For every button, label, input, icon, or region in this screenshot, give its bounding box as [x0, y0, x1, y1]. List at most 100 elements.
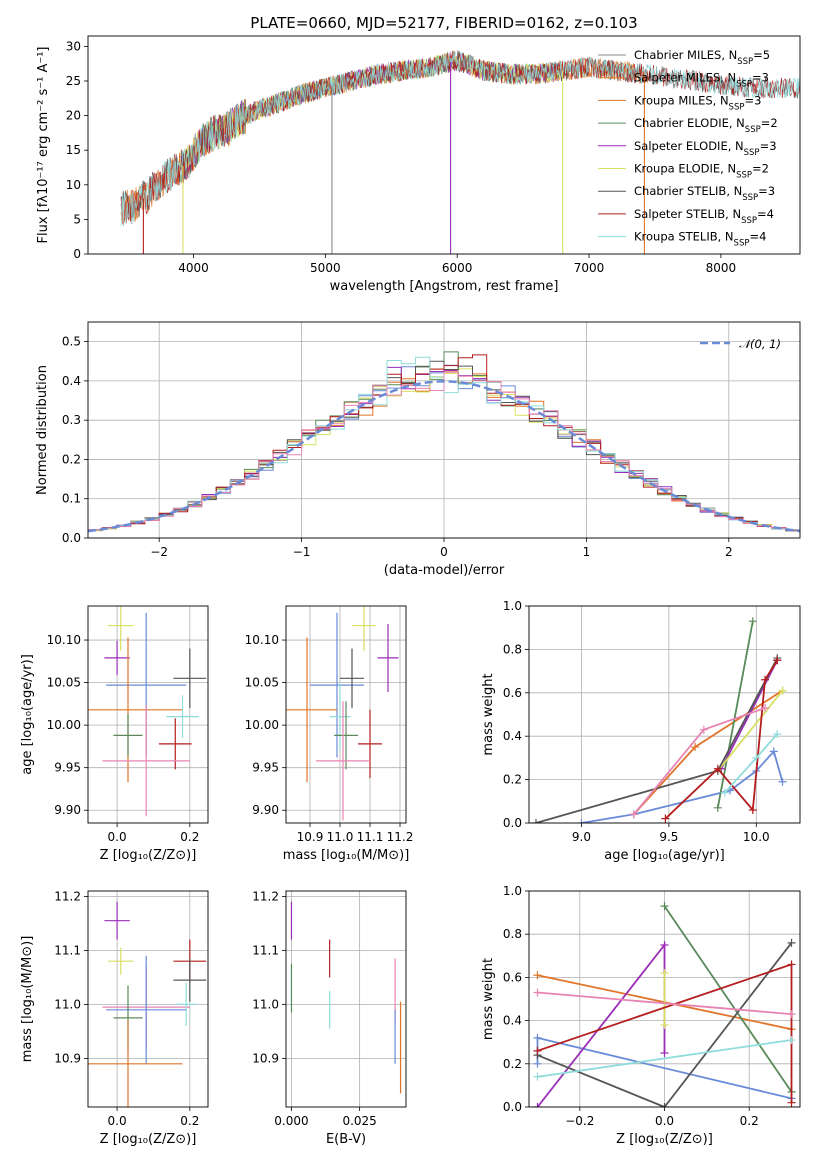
weight-marker — [752, 753, 761, 762]
axes-frame — [285, 890, 407, 1108]
weight-marker — [660, 1049, 669, 1057]
y-tick-label: 0.6 — [503, 970, 522, 984]
y-tick-label: 0.0 — [503, 816, 522, 830]
legend-label-main: Chabrier STELIB, N — [634, 184, 742, 198]
legend-label: Chabrier STELIB, NSSP=3 — [634, 184, 775, 203]
x-tick-label: 1 — [583, 545, 591, 559]
weight-marker — [761, 675, 770, 684]
x-tick-label: 7000 — [574, 261, 605, 275]
weight-marker — [787, 1098, 796, 1107]
legend-label-sub: SSP — [741, 216, 757, 226]
legend-label-main: Chabrier MILES, N — [634, 48, 737, 62]
weight-marker — [660, 969, 669, 978]
y-tick-label: 10.00 — [245, 718, 279, 732]
axes-frame — [528, 890, 801, 1108]
legend-label-tail: =3 — [752, 71, 769, 85]
weight-line — [664, 659, 779, 820]
weight-marker — [699, 725, 708, 734]
weight-marker — [660, 1020, 669, 1029]
legend-label-sub: SSP — [742, 193, 758, 203]
legend-label-main: Salpeter MILES, N — [634, 71, 736, 85]
x-tick-label: 9.0 — [572, 830, 591, 844]
weight-marker — [660, 941, 669, 949]
panel-mass_vs_ebv: 0.000 0.025 10.9 11.0 11.1 11.2 E(B-V) — [252, 889, 407, 1147]
legend-label: Salpeter ELODIE, NSSP=3 — [634, 139, 777, 158]
y-tick-label: 11.0 — [54, 997, 81, 1011]
x-tick-label: −1 — [293, 545, 311, 559]
weight-marker — [533, 988, 542, 997]
x-tick-label: 0.025 — [342, 1114, 376, 1128]
legend-label: Salpeter MILES, NSSP=3 — [634, 71, 769, 90]
weight-marker — [533, 971, 542, 980]
weight-marker — [713, 764, 722, 773]
x-tick-label: 10.0 — [743, 830, 770, 844]
plot-area — [88, 606, 207, 817]
legend-label-sub: SSP — [736, 80, 752, 90]
y-tick-label: 9.90 — [252, 803, 279, 817]
axes-frame — [87, 890, 209, 1108]
weight-marker — [778, 777, 787, 786]
x-tick-label: −0.2 — [565, 1114, 594, 1128]
panel-residuals: −2 −1 0 1 2 0.0 0.1 0.2 0.3 0.4 0.5 (data-model)/er… — [35, 321, 801, 578]
legend-label-tail: =2 — [752, 162, 769, 176]
weight-marker — [787, 1036, 796, 1045]
weight-marker — [577, 819, 586, 823]
axes-frame — [285, 605, 407, 824]
x-axis-label: Z [log₁₀(Z/Z⊙)] — [100, 848, 197, 863]
plot-area — [533, 902, 796, 1107]
x-axis-label: (data-model)/error — [384, 563, 505, 578]
weight-marker — [660, 1103, 669, 1107]
legend-label-main: Kroupa MILES, N — [634, 93, 729, 107]
panel-mass_vs_Z: 0.0 0.2 10.9 11.0 11.1 11.2 Z [log₁₀(Z/Z⊙)] mas… — [20, 889, 209, 1147]
x-tick-label: 0.0 — [108, 1114, 127, 1128]
x-tick-label: 0.0 — [108, 830, 127, 844]
spectrum-line — [120, 50, 800, 224]
y-tick-label: 0.5 — [62, 335, 81, 349]
x-axis-label: E(B-V) — [326, 1132, 366, 1147]
x-tick-label: 0 — [440, 545, 448, 559]
legend-label-tail: =4 — [749, 230, 766, 244]
x-tick-label: 4000 — [178, 261, 209, 275]
weight-marker — [533, 1046, 542, 1055]
weight-line — [537, 1039, 792, 1078]
legend-label: Salpeter STELIB, NSSP=4 — [634, 207, 774, 226]
y-tick-label: 11.0 — [252, 997, 279, 1011]
x-tick-label: −2 — [150, 545, 168, 559]
weight-marker — [533, 1072, 542, 1081]
x-tick-label: 5000 — [310, 261, 341, 275]
panel-spectrum: 4000 5000 6000 7000 8000 0 5 10 15 20 25 30 waveleng… — [36, 35, 801, 294]
legend-label: Chabrier ELODIE, NSSP=2 — [634, 116, 778, 135]
plot-area — [531, 617, 787, 823]
weight-marker — [773, 730, 782, 739]
weight-marker — [629, 810, 638, 819]
weight-line — [536, 942, 666, 1107]
legend-label-sub: SSP — [744, 148, 760, 158]
y-tick-label: 0.8 — [503, 642, 522, 656]
x-tick-label: 0.2 — [740, 1114, 759, 1128]
legend-label-sub: SSP — [745, 125, 761, 135]
legend-label-main: Kroupa STELIB, N — [634, 230, 734, 244]
x-tick-label: 10.9 — [297, 830, 324, 844]
weight-marker — [748, 617, 757, 626]
spectrum-line — [120, 51, 800, 227]
axes-frame — [87, 605, 209, 824]
x-tick-label: 9.5 — [659, 830, 678, 844]
weight-marker — [661, 814, 670, 823]
y-axis-label: age [log₁₀(age/yr)] — [20, 654, 35, 775]
axes-frame — [528, 605, 801, 824]
y-tick-label: 0.0 — [62, 531, 81, 545]
y-tick-label: 11.1 — [54, 943, 81, 957]
weight-marker — [533, 1059, 542, 1068]
panel-age_vs_Z: 0.0 0.2 9.90 9.95 10.00 10.05 10.10 Z [log₁₀(Z/… — [20, 605, 209, 863]
y-tick-label: 30 — [66, 39, 81, 53]
y-tick-label: 10.9 — [54, 1051, 81, 1065]
weight-marker — [533, 1033, 542, 1042]
panel-weight_vs_age: 9.0 9.5 10.0 0.0 0.2 0.4 0.6 0.8 1.0 age [log₁₀(a… — [481, 599, 801, 863]
weight-marker — [660, 902, 669, 911]
y-tick-label: 15 — [66, 143, 81, 157]
axes-frame — [87, 35, 801, 255]
legend-label: Kroupa ELODIE, NSSP=2 — [634, 162, 769, 181]
y-tick-label: 9.95 — [54, 761, 81, 775]
